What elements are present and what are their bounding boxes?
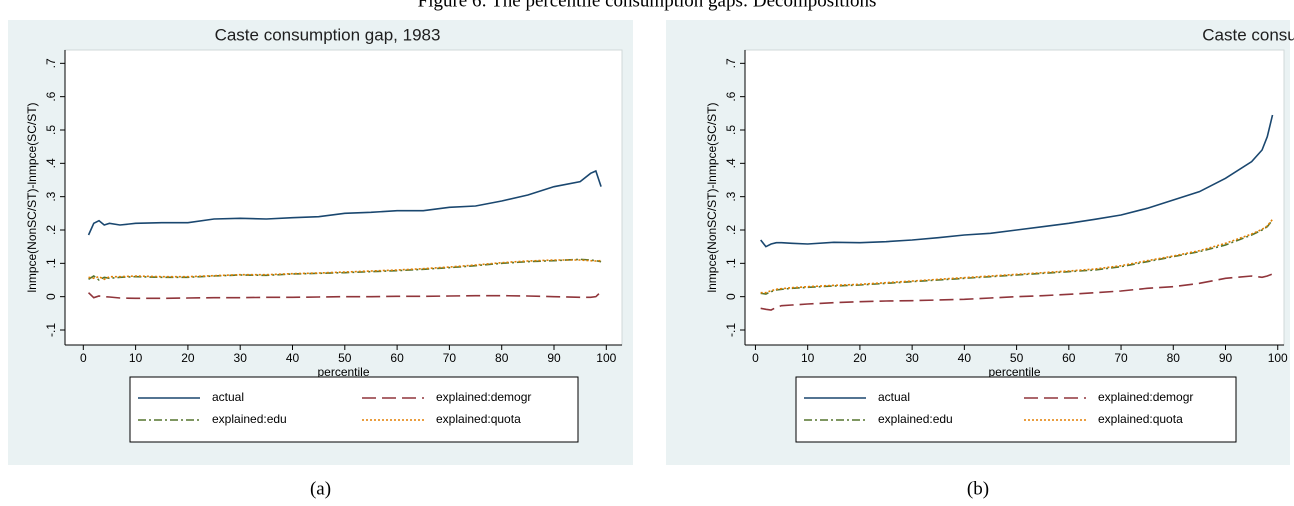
y-tick-label: .1 — [44, 258, 58, 268]
legend-label: explained:quota — [436, 412, 521, 426]
x-tick-label: 80 — [495, 351, 509, 365]
y-tick-label: .2 — [44, 225, 58, 235]
y-tick-label: .6 — [44, 91, 58, 101]
y-axis-label: lnmpce(NonSC/ST)-lnmpce(SC/ST) — [25, 102, 39, 292]
series-line — [87, 169, 602, 236]
y-tick-label: .1 — [724, 258, 738, 268]
legend-label: explained:demogr — [436, 390, 531, 404]
legend-box — [129, 376, 579, 443]
legend-label: explained:edu — [878, 412, 953, 426]
x-tick-label: 0 — [752, 351, 759, 365]
x-tick-label: 60 — [390, 351, 404, 365]
plot-area — [744, 49, 1285, 346]
series-line — [87, 291, 602, 300]
x-axis-label: percentile — [317, 365, 369, 379]
series-line — [760, 273, 1273, 311]
x-tick-label: 90 — [1219, 351, 1233, 365]
x-tick-label: 30 — [234, 351, 248, 365]
y-tick-label: .5 — [724, 125, 738, 135]
x-tick-label: 10 — [801, 351, 815, 365]
x-tick-label: 100 — [1268, 351, 1288, 365]
x-axis-label: percentile — [988, 365, 1040, 379]
chart-title: Caste consumption gap, 2004-05 — [1202, 25, 1294, 44]
x-tick-label: 20 — [853, 351, 867, 365]
y-tick-label: .4 — [724, 158, 738, 168]
series-line — [760, 114, 1274, 248]
x-tick-label: 70 — [1114, 351, 1128, 365]
series-line — [88, 258, 602, 281]
y-tick-label: .7 — [44, 58, 58, 68]
panel-caption: (b) — [967, 478, 989, 499]
x-tick-label: 100 — [596, 351, 616, 365]
x-tick-label: 10 — [129, 351, 143, 365]
chart-title: Caste consumption gap, 1983 — [215, 25, 441, 44]
panel-caption: (a) — [310, 478, 331, 499]
x-tick-label: 70 — [443, 351, 457, 365]
legend-label: actual — [212, 390, 244, 404]
series-line — [760, 219, 1274, 295]
x-tick-label: 60 — [1062, 351, 1076, 365]
y-axis-label: lnmpce(NonSC/ST)-lnmpce(SC/ST) — [705, 102, 719, 292]
x-tick-label: 90 — [547, 351, 561, 365]
y-tick-label: .7 — [724, 58, 738, 68]
y-tick-label: .3 — [44, 191, 58, 201]
y-tick-label: .5 — [44, 125, 58, 135]
x-tick-label: 80 — [1167, 351, 1181, 365]
x-tick-label: 0 — [80, 351, 87, 365]
y-tick-label: .2 — [724, 225, 738, 235]
legend-label: explained:quota — [1098, 412, 1183, 426]
y-tick-label: -.1 — [724, 323, 738, 337]
plot-area — [64, 49, 623, 346]
x-tick-label: 30 — [905, 351, 919, 365]
legend-label: explained:edu — [212, 412, 287, 426]
legend-label: explained:demogr — [1098, 390, 1193, 404]
y-tick-label: -.1 — [44, 323, 58, 337]
x-tick-label: 20 — [181, 351, 195, 365]
x-tick-label: 50 — [1010, 351, 1024, 365]
y-tick-label: 0 — [44, 293, 58, 300]
legend-label: actual — [878, 390, 910, 404]
y-tick-label: 0 — [724, 293, 738, 300]
figure-title: Figure 6: The percentile consumption gap… — [418, 0, 877, 11]
x-tick-label: 50 — [338, 351, 352, 365]
legend-box — [795, 376, 1237, 443]
y-tick-label: .3 — [724, 191, 738, 201]
y-tick-label: .4 — [44, 158, 58, 168]
y-tick-label: .6 — [724, 91, 738, 101]
x-tick-label: 40 — [286, 351, 300, 365]
x-tick-label: 40 — [958, 351, 972, 365]
series-line — [760, 218, 1274, 294]
